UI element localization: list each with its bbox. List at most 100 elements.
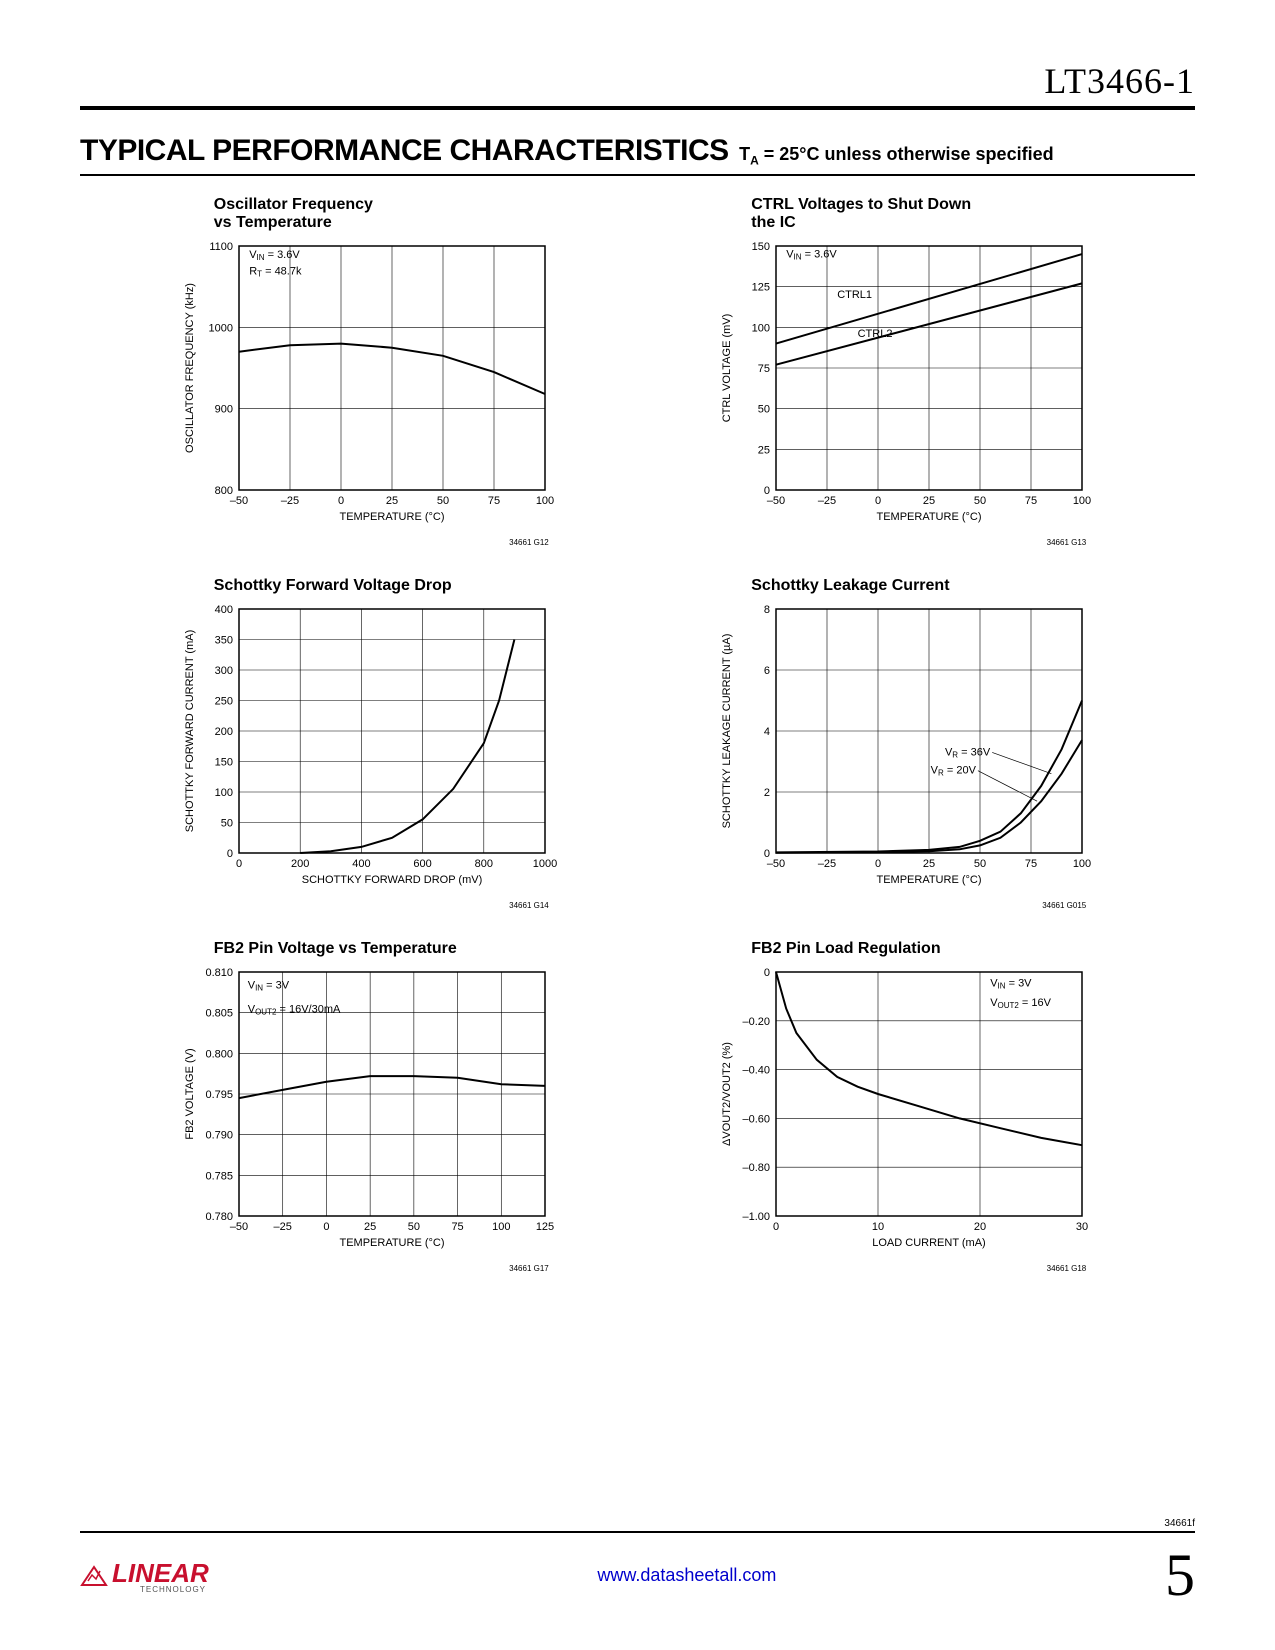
svg-text:0.785: 0.785 — [205, 1170, 233, 1182]
footer-rule — [80, 1531, 1195, 1533]
svg-text:100: 100 — [214, 787, 232, 799]
svg-text:25: 25 — [923, 858, 935, 870]
svg-text:0: 0 — [236, 858, 242, 870]
chart-plot: 0200400600800100005010015020025030035040… — [179, 599, 559, 899]
svg-text:50: 50 — [437, 495, 449, 507]
svg-text:50: 50 — [758, 404, 770, 416]
svg-text:100: 100 — [1073, 858, 1091, 870]
footer-link[interactable]: www.datasheetall.com — [597, 1565, 776, 1586]
chart-title: FB2 Pin Voltage vs Temperature — [214, 940, 524, 958]
chart-plot: –50–2502550751001250.7800.7850.7900.7950… — [179, 962, 559, 1262]
svg-text:–1.00: –1.00 — [743, 1211, 771, 1223]
svg-text:800: 800 — [474, 858, 492, 870]
svg-text:VOUT2 = 16V/30mA: VOUT2 = 16V/30mA — [247, 1004, 340, 1017]
svg-text:–0.60: –0.60 — [743, 1113, 771, 1125]
svg-text:100: 100 — [536, 495, 554, 507]
svg-text:0.800: 0.800 — [205, 1048, 233, 1060]
svg-text:0.805: 0.805 — [205, 1008, 233, 1020]
chart-plot: –50–25025507510002468TEMPERATURE (°C)SCH… — [716, 599, 1096, 899]
svg-text:0.790: 0.790 — [205, 1130, 233, 1142]
svg-text:0: 0 — [875, 495, 881, 507]
svg-text:0: 0 — [227, 848, 233, 860]
svg-text:250: 250 — [214, 696, 232, 708]
svg-text:FB2 VOLTAGE (V): FB2 VOLTAGE (V) — [184, 1048, 196, 1139]
footer: 34661f LINEAR TECHNOLOGY www.datasheetal… — [80, 1518, 1195, 1610]
svg-text:30: 30 — [1076, 1221, 1088, 1233]
charts-grid: Oscillator Frequencyvs Temperature–50–25… — [80, 196, 1195, 1273]
svg-text:SCHOTTKY FORWARD DROP (mV): SCHOTTKY FORWARD DROP (mV) — [302, 874, 483, 886]
svg-text:ΔVOUT2/VOUT2 (%): ΔVOUT2/VOUT2 (%) — [721, 1042, 733, 1146]
svg-text:6: 6 — [764, 665, 770, 677]
svg-text:400: 400 — [352, 858, 370, 870]
svg-text:CTRL1: CTRL1 — [837, 289, 872, 301]
svg-text:0: 0 — [764, 848, 770, 860]
chart-3: Schottky Leakage Current–50–250255075100… — [668, 577, 1146, 910]
svg-text:–0.80: –0.80 — [743, 1162, 771, 1174]
svg-text:VR = 36V: VR = 36V — [945, 746, 991, 759]
svg-text:50: 50 — [974, 858, 986, 870]
svg-text:900: 900 — [214, 404, 232, 416]
svg-text:4: 4 — [764, 726, 770, 738]
svg-text:0: 0 — [764, 485, 770, 497]
svg-text:800: 800 — [214, 485, 232, 497]
svg-text:1000: 1000 — [208, 322, 232, 334]
svg-text:VIN = 3.6V: VIN = 3.6V — [249, 249, 300, 262]
svg-text:0: 0 — [875, 858, 881, 870]
chart-plot: –50–2502550751000255075100125150TEMPERAT… — [716, 236, 1096, 536]
svg-text:–25: –25 — [281, 495, 299, 507]
svg-text:–25: –25 — [818, 495, 836, 507]
svg-text:0.795: 0.795 — [205, 1089, 233, 1101]
logo-icon — [80, 1563, 108, 1589]
page-number: 5 — [1165, 1541, 1195, 1610]
svg-text:75: 75 — [758, 363, 770, 375]
svg-text:300: 300 — [214, 665, 232, 677]
doc-id: 34661f — [80, 1518, 1195, 1529]
svg-text:125: 125 — [752, 282, 770, 294]
svg-text:0.780: 0.780 — [205, 1211, 233, 1223]
chart-plot: 0102030–1.00–0.80–0.60–0.40–0.200LOAD CU… — [716, 962, 1096, 1262]
svg-text:25: 25 — [758, 444, 770, 456]
section-title: TYPICAL PERFORMANCE CHARACTERISTICS — [80, 134, 729, 167]
svg-text:25: 25 — [923, 495, 935, 507]
svg-text:150: 150 — [752, 241, 770, 253]
figure-number: 34661 G13 — [726, 538, 1086, 547]
chart-title: FB2 Pin Load Regulation — [751, 940, 1061, 958]
figure-number: 34661 G18 — [726, 1264, 1086, 1273]
svg-text:20: 20 — [974, 1221, 986, 1233]
svg-text:TEMPERATURE (°C): TEMPERATURE (°C) — [339, 1237, 444, 1249]
chart-plot: –50–25025507510080090010001100TEMPERATUR… — [179, 236, 559, 536]
svg-text:200: 200 — [214, 726, 232, 738]
svg-text:125: 125 — [536, 1221, 554, 1233]
chart-title: Schottky Leakage Current — [751, 577, 1061, 595]
svg-text:1000: 1000 — [533, 858, 557, 870]
svg-text:VIN = 3.6V: VIN = 3.6V — [786, 248, 837, 261]
logo: LINEAR TECHNOLOGY — [80, 1558, 209, 1594]
svg-text:200: 200 — [291, 858, 309, 870]
figure-number: 34661 G17 — [189, 1264, 549, 1273]
svg-text:0: 0 — [773, 1221, 779, 1233]
logo-subtext: TECHNOLOGY — [140, 1585, 209, 1594]
chart-2: Schottky Forward Voltage Drop02004006008… — [130, 577, 608, 910]
svg-text:2: 2 — [764, 787, 770, 799]
figure-number: 34661 G015 — [726, 901, 1086, 910]
section-header: TYPICAL PERFORMANCE CHARACTERISTICS TA =… — [80, 134, 1195, 168]
svg-text:OSCILLATOR FREQUENCY (kHz): OSCILLATOR FREQUENCY (kHz) — [184, 283, 196, 453]
svg-text:0: 0 — [338, 495, 344, 507]
chart-title: Schottky Forward Voltage Drop — [214, 577, 524, 595]
svg-text:8: 8 — [764, 604, 770, 616]
svg-text:VIN = 3V: VIN = 3V — [990, 978, 1032, 991]
svg-text:–0.20: –0.20 — [743, 1016, 771, 1028]
svg-text:TEMPERATURE (°C): TEMPERATURE (°C) — [877, 874, 982, 886]
svg-text:RT = 48.7k: RT = 48.7k — [249, 265, 302, 278]
chart-title: Oscillator Frequencyvs Temperature — [214, 196, 524, 232]
svg-text:100: 100 — [492, 1221, 510, 1233]
section-rule — [80, 174, 1195, 176]
svg-text:0: 0 — [323, 1221, 329, 1233]
svg-text:50: 50 — [974, 495, 986, 507]
svg-text:TEMPERATURE (°C): TEMPERATURE (°C) — [339, 511, 444, 523]
svg-text:VIN = 3V: VIN = 3V — [247, 979, 289, 992]
svg-text:400: 400 — [214, 604, 232, 616]
svg-text:VOUT2 = 16V: VOUT2 = 16V — [990, 997, 1051, 1010]
svg-text:SCHOTTKY LEAKAGE CURRENT (µA): SCHOTTKY LEAKAGE CURRENT (µA) — [721, 634, 733, 829]
svg-text:75: 75 — [1025, 858, 1037, 870]
